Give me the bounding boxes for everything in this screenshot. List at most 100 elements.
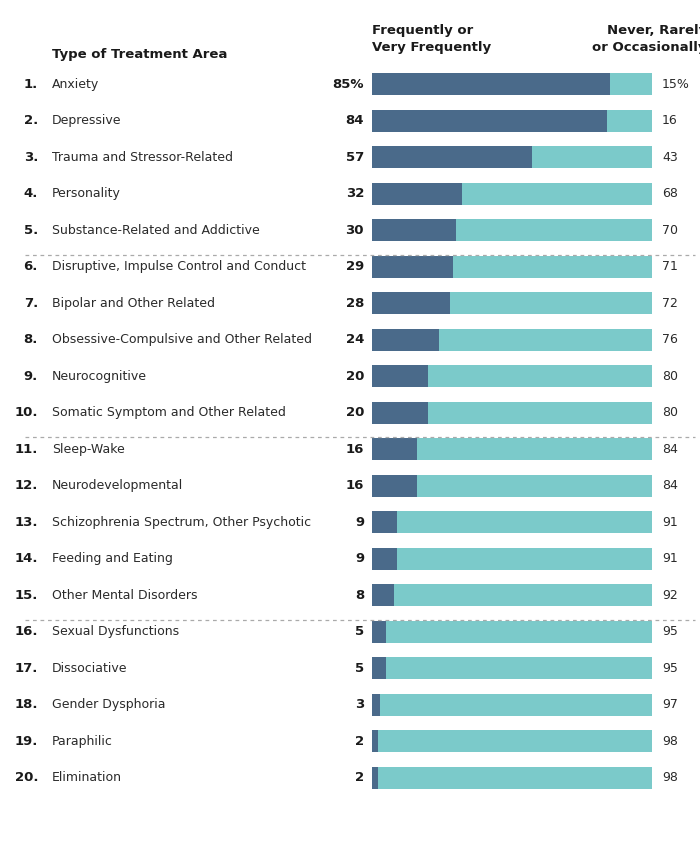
Text: Sleep-Wake: Sleep-Wake <box>52 443 125 456</box>
Text: Somatic Symptom and Other Related: Somatic Symptom and Other Related <box>52 406 286 419</box>
Text: 18.: 18. <box>15 698 38 711</box>
Bar <box>372 766 377 789</box>
Text: Neurocognitive: Neurocognitive <box>52 370 147 383</box>
Bar <box>394 585 652 606</box>
Text: 16: 16 <box>662 114 678 127</box>
Text: 16: 16 <box>346 443 364 456</box>
Bar <box>372 621 386 643</box>
Text: 95: 95 <box>662 662 678 675</box>
Text: Disruptive, Impulse Control and Conduct: Disruptive, Impulse Control and Conduct <box>52 261 306 274</box>
Text: 57: 57 <box>346 151 364 164</box>
Text: Sexual Dysfunctions: Sexual Dysfunctions <box>52 625 179 638</box>
Bar <box>372 365 428 387</box>
Text: 85%: 85% <box>332 78 364 91</box>
Text: 92: 92 <box>662 589 678 602</box>
Text: 16: 16 <box>346 479 364 492</box>
Bar <box>380 694 652 716</box>
Bar <box>610 74 652 95</box>
Text: Schizophrenia Spectrum, Other Psychotic: Schizophrenia Spectrum, Other Psychotic <box>52 516 311 529</box>
Bar <box>372 438 416 460</box>
Bar <box>372 694 380 716</box>
Text: 84: 84 <box>662 479 678 492</box>
Bar <box>428 402 652 423</box>
Text: 6.: 6. <box>24 261 38 274</box>
Text: 76: 76 <box>662 333 678 346</box>
Text: 17.: 17. <box>15 662 38 675</box>
Text: Personality: Personality <box>52 187 121 200</box>
Text: 19.: 19. <box>15 734 38 747</box>
Text: Other Mental Disorders: Other Mental Disorders <box>52 589 197 602</box>
Text: 2: 2 <box>355 734 364 747</box>
Text: 10.: 10. <box>15 406 38 419</box>
Text: 9: 9 <box>355 516 364 529</box>
Text: 84: 84 <box>346 114 364 127</box>
Text: 11.: 11. <box>15 443 38 456</box>
Bar <box>372 110 607 132</box>
Bar <box>531 146 652 168</box>
Bar <box>372 585 394 606</box>
Text: 68: 68 <box>662 187 678 200</box>
Bar <box>372 511 397 533</box>
Text: 70: 70 <box>662 223 678 236</box>
Text: Never, Rarely
or Occasionally: Never, Rarely or Occasionally <box>592 24 700 54</box>
Bar <box>372 255 453 278</box>
Text: 80: 80 <box>662 406 678 419</box>
Text: 3: 3 <box>355 698 364 711</box>
Text: 20: 20 <box>346 406 364 419</box>
Text: Type of Treatment Area: Type of Treatment Area <box>52 48 228 61</box>
Text: 43: 43 <box>662 151 678 164</box>
Text: 91: 91 <box>662 553 678 565</box>
Text: 3.: 3. <box>24 151 38 164</box>
Text: 2: 2 <box>355 772 364 785</box>
Text: 4.: 4. <box>24 187 38 200</box>
Bar <box>377 766 652 789</box>
Text: Frequently or
Very Frequently: Frequently or Very Frequently <box>372 24 491 54</box>
Text: 95: 95 <box>662 625 678 638</box>
Text: Trauma and Stressor-Related: Trauma and Stressor-Related <box>52 151 233 164</box>
Bar <box>386 621 652 643</box>
Bar <box>456 219 652 242</box>
Bar <box>386 657 652 679</box>
Bar <box>372 292 450 314</box>
Bar <box>372 475 416 497</box>
Text: 30: 30 <box>346 223 364 236</box>
Text: Bipolar and Other Related: Bipolar and Other Related <box>52 297 215 310</box>
Text: 13.: 13. <box>15 516 38 529</box>
Bar <box>372 548 397 570</box>
Text: 80: 80 <box>662 370 678 383</box>
Text: Dissociative: Dissociative <box>52 662 127 675</box>
Text: Substance-Related and Addictive: Substance-Related and Addictive <box>52 223 260 236</box>
Bar <box>372 183 461 204</box>
Bar <box>377 730 652 753</box>
Text: 28: 28 <box>346 297 364 310</box>
Text: 98: 98 <box>662 734 678 747</box>
Text: 9.: 9. <box>24 370 38 383</box>
Text: 2.: 2. <box>24 114 38 127</box>
Text: 9: 9 <box>355 553 364 565</box>
Bar <box>372 730 377 753</box>
Bar <box>372 219 456 242</box>
Text: 29: 29 <box>346 261 364 274</box>
Text: 98: 98 <box>662 772 678 785</box>
Text: 8.: 8. <box>24 333 38 346</box>
Text: Paraphilic: Paraphilic <box>52 734 113 747</box>
Text: 15.: 15. <box>15 589 38 602</box>
Bar <box>372 74 610 95</box>
Text: 20: 20 <box>346 370 364 383</box>
Text: Gender Dysphoria: Gender Dysphoria <box>52 698 165 711</box>
Bar <box>416 475 652 497</box>
Text: Feeding and Eating: Feeding and Eating <box>52 553 173 565</box>
Bar <box>397 548 652 570</box>
Text: Depressive: Depressive <box>52 114 122 127</box>
Bar <box>372 402 428 423</box>
Bar <box>439 329 652 351</box>
Text: 12.: 12. <box>15 479 38 492</box>
Bar <box>416 438 652 460</box>
Text: 71: 71 <box>662 261 678 274</box>
Text: 8: 8 <box>355 589 364 602</box>
Text: 84: 84 <box>662 443 678 456</box>
Bar <box>372 329 439 351</box>
Bar <box>372 657 386 679</box>
Text: Anxiety: Anxiety <box>52 78 99 91</box>
Bar <box>397 511 652 533</box>
